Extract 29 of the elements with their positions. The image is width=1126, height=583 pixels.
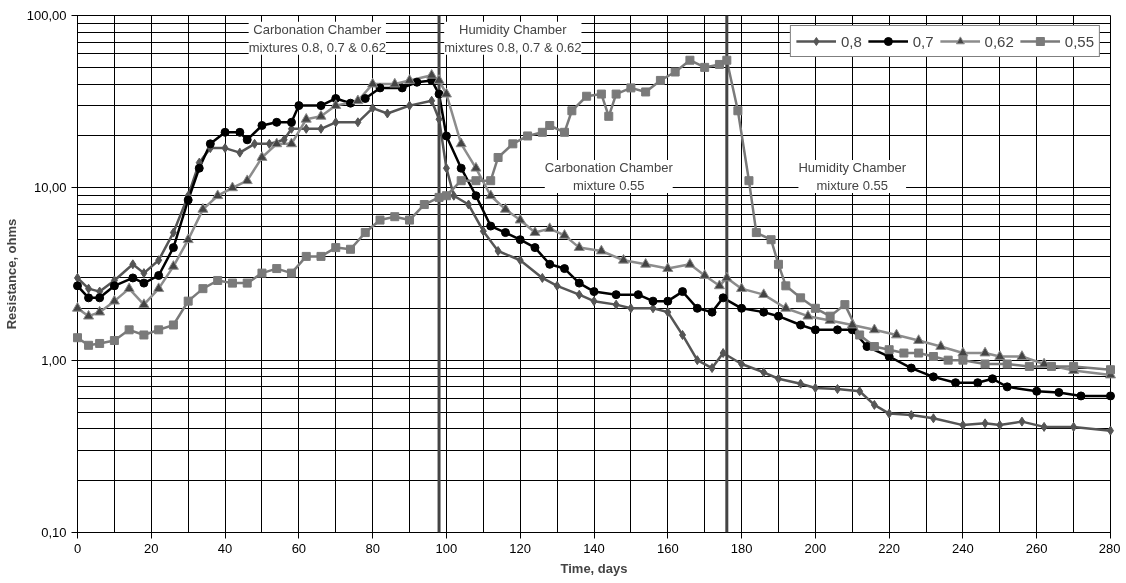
x-tick-label: 80 [365, 540, 380, 556]
y-tick-label: 100,00 [26, 8, 67, 23]
x-tick-label: 120 [509, 540, 532, 556]
x-tick-label: 180 [730, 540, 753, 556]
annotation: Carbonation Chamber mixture 0.55 [544, 160, 674, 194]
annotation: Humidity Chamber mixtures 0.8, 0.7 & 0.62 [444, 21, 582, 55]
x-tick-label: 60 [291, 540, 307, 556]
x-axis-title: Time, days [560, 560, 628, 576]
legend-label: 0,55 [1064, 32, 1094, 50]
x-tick-label: 260 [1025, 540, 1048, 556]
x-tick-label: 20 [144, 540, 159, 556]
y-axis-title: Resistance, ohms [3, 218, 19, 330]
legend-label: 0,62 [984, 32, 1014, 50]
legend-label: 0,8 [840, 32, 862, 50]
legend-label: 0,7 [912, 32, 934, 50]
x-tick-label: 220 [878, 540, 900, 556]
y-tick-label: 0,10 [41, 525, 67, 540]
x-tick-label: 240 [952, 540, 974, 556]
annotation: Carbonation Chamber mixtures 0.8, 0.7 & 0.62 [248, 21, 386, 55]
y-tick-label: 1,00 [41, 352, 67, 368]
annotation: Humidity Chamber mixture 0.55 [798, 160, 907, 194]
y-tick-label: 10,00 [33, 180, 67, 196]
x-tick-label: 140 [583, 540, 605, 556]
x-tick-label: 40 [217, 540, 233, 556]
x-tick-label: 160 [656, 540, 679, 556]
x-tick-label: 280 [1098, 540, 1121, 556]
x-tick-label: 200 [804, 540, 827, 556]
x-tick-label: 0 [73, 540, 82, 556]
x-tick-label: 100 [435, 540, 458, 556]
